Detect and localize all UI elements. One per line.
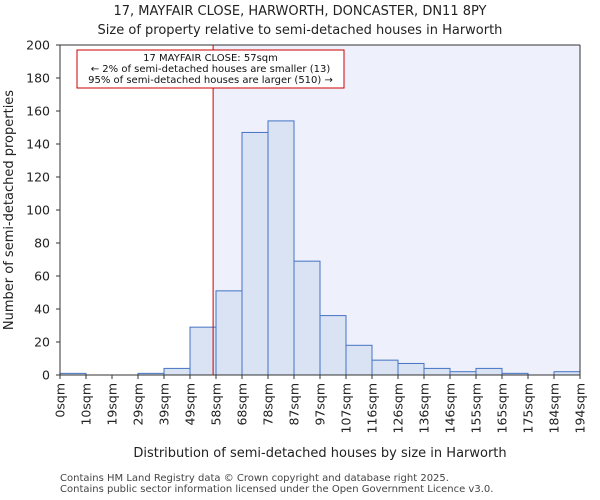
plot-area: 0 20 40 60 80 100 120 140 160 180 200 0sqm 10sqm 19sq… — [26, 38, 587, 434]
annotation-line-1: 17 MAYFAIR CLOSE: 57sqm — [143, 53, 278, 64]
bar-49sqm — [189, 326, 217, 376]
y-tick-label-140: 140 — [26, 137, 50, 152]
y-tick-label-80: 80 — [34, 236, 50, 251]
x-tick-label-184sqm: 184sqm — [547, 383, 562, 433]
bar-68sqm — [241, 131, 269, 376]
x-tick-label-19sqm: 19sqm — [105, 383, 120, 426]
x-tick-label-87sqm: 87sqm — [287, 383, 302, 426]
annotation-line-3: 95% of semi-detached houses are larger (… — [88, 75, 333, 86]
x-tick-label-78sqm: 78sqm — [261, 383, 276, 426]
y-tick-label-40: 40 — [34, 302, 50, 317]
x-tick-label-116sqm: 116sqm — [365, 383, 380, 433]
x-tick-label-175sqm: 175sqm — [521, 383, 536, 433]
bar-136sqm — [423, 367, 451, 376]
y-tick-label-120: 120 — [26, 170, 50, 185]
bar-155sqm — [475, 367, 503, 376]
annotation-line-2: ← 2% of semi-detached houses are smaller… — [91, 64, 331, 75]
y-axis-label: Number of semi-detached properties — [2, 90, 17, 330]
bar-97sqm — [319, 315, 347, 376]
bar-126sqm — [397, 362, 425, 376]
footer-licence: Contains public sector information licen… — [60, 484, 494, 495]
x-tick-label-97sqm: 97sqm — [313, 383, 328, 426]
x-axis-label: Distribution of semi-detached houses by … — [133, 446, 506, 461]
chart-title: 17, MAYFAIR CLOSE, HARWORTH, DONCASTER, … — [114, 4, 487, 19]
bar-116sqm — [371, 359, 399, 376]
y-tick-label-60: 60 — [34, 269, 50, 284]
y-tick-label-100: 100 — [26, 203, 50, 218]
x-tick-label-39sqm: 39sqm — [157, 383, 172, 426]
chart-subtitle: Size of property relative to semi-detach… — [98, 23, 503, 38]
y-tick-label-0: 0 — [42, 368, 50, 383]
x-tick-label-68sqm: 68sqm — [235, 383, 250, 426]
x-tick-label-107sqm: 107sqm — [339, 383, 354, 433]
y-tick-label-160: 160 — [26, 104, 50, 119]
bar-107sqm — [345, 344, 373, 376]
y-tick-label-180: 180 — [26, 71, 50, 86]
footer-copyright: Contains HM Land Registry data © Crown c… — [60, 473, 449, 484]
bar-87sqm — [293, 260, 321, 376]
x-tick-label-58sqm: 58sqm — [209, 383, 224, 426]
x-tick-label-155sqm: 155sqm — [469, 383, 484, 433]
x-tick-label-49sqm: 49sqm — [183, 383, 198, 426]
x-tick-label-146sqm: 146sqm — [443, 383, 458, 433]
bar-78sqm — [267, 120, 295, 376]
y-tick-label-200: 200 — [26, 38, 50, 53]
x-tick-label-0sqm: 0sqm — [53, 383, 68, 418]
x-tick-label-126sqm: 126sqm — [391, 383, 406, 433]
x-tick-label-29sqm: 29sqm — [131, 383, 146, 426]
bar-58sqm — [215, 290, 243, 376]
x-tick-label-10sqm: 10sqm — [79, 383, 94, 426]
x-tick-label-136sqm: 136sqm — [417, 383, 432, 433]
x-tick-label-165sqm: 165sqm — [495, 383, 510, 433]
annotation-box — [76, 49, 345, 89]
bar-39sqm — [163, 367, 191, 376]
y-tick-label-20: 20 — [34, 335, 50, 350]
x-tick-label-194sqm: 194sqm — [573, 383, 588, 433]
